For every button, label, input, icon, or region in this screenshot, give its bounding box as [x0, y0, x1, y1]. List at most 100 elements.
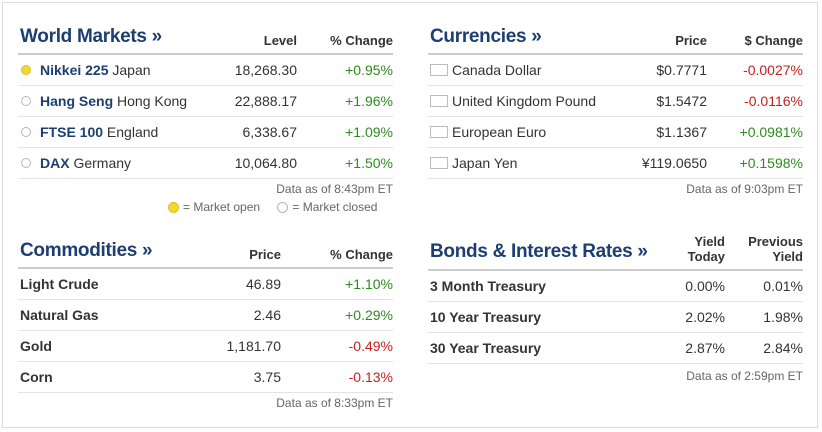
currency-change: +0.0981%: [739, 124, 803, 140]
legend-closed-label: = Market closed: [292, 200, 378, 214]
data-timestamp: Data as of 9:03pm ET: [686, 182, 803, 196]
market-closed-icon: [21, 158, 31, 168]
bonds-table: 3 Month Treasury 0.00% 0.01% 10 Year Tre…: [428, 271, 803, 364]
commodity-name[interactable]: Natural Gas: [20, 307, 99, 323]
table-row[interactable]: Nikkei 225 Japan 18,268.30 +0.95%: [18, 55, 393, 86]
market-closed-icon: [21, 127, 31, 137]
change-column-header: % Change: [330, 247, 393, 262]
legend-open-label: = Market open: [183, 200, 261, 214]
currencies-table: Canada Dollar $0.7771 -0.0027% United Ki…: [428, 55, 803, 179]
commodity-change: +0.29%: [345, 307, 393, 323]
bonds-header: Bonds & Interest Rates » Yield Today Pre…: [428, 234, 803, 271]
table-row[interactable]: DAX Germany 10,064.80 +1.50%: [18, 148, 393, 179]
commodities-panel: Commodities » Price % Change Light Crude…: [18, 235, 393, 410]
currency-name[interactable]: United Kingdom Pound: [452, 93, 596, 109]
market-open-icon: [168, 202, 179, 213]
commodities-title-link[interactable]: Commodities »: [20, 240, 153, 261]
table-row[interactable]: Light Crude 46.89 +1.10%: [18, 269, 393, 300]
world-markets-header: World Markets » Level % Change: [18, 21, 393, 55]
index-name[interactable]: Nikkei 225: [40, 62, 109, 78]
index-level: 18,268.30: [234, 62, 297, 78]
bond-name[interactable]: 30 Year Treasury: [430, 340, 542, 356]
data-timestamp: Data as of 8:33pm ET: [276, 396, 393, 410]
index-change: +1.50%: [345, 155, 393, 171]
currencies-header: Currencies » Price $ Change: [428, 21, 803, 55]
currency-change: -0.0116%: [744, 93, 803, 109]
world-markets-title-link[interactable]: World Markets »: [20, 26, 162, 47]
market-open-icon: [21, 65, 31, 75]
table-row[interactable]: 10 Year Treasury 2.02% 1.98%: [428, 302, 803, 333]
commodity-change: -0.49%: [348, 338, 393, 354]
index-change: +1.96%: [345, 93, 393, 109]
index-level: 6,338.67: [242, 124, 298, 140]
currencies-title-link[interactable]: Currencies »: [430, 26, 542, 47]
currency-price: ¥119.0650: [641, 155, 707, 171]
table-row[interactable]: United Kingdom Pound $1.5472 -0.0116%: [428, 86, 803, 117]
change-column-header: % Change: [330, 33, 393, 48]
commodity-price: 3.75: [253, 369, 281, 385]
table-row[interactable]: FTSE 100 England 6,338.67 +1.09%: [18, 117, 393, 148]
commodity-name[interactable]: Light Crude: [20, 276, 99, 292]
index-name[interactable]: DAX: [40, 155, 70, 171]
bond-yield: 2.87%: [685, 340, 725, 356]
commodity-name[interactable]: Gold: [20, 338, 52, 354]
price-column-header: Price: [675, 33, 707, 48]
table-row[interactable]: 30 Year Treasury 2.87% 2.84%: [428, 333, 803, 364]
bond-name[interactable]: 10 Year Treasury: [430, 309, 542, 325]
table-row[interactable]: Canada Dollar $0.7771 -0.0027%: [428, 55, 803, 86]
index-region: Hong Kong: [117, 93, 188, 109]
currency-change: +0.1598%: [739, 155, 803, 171]
level-column-header: Level: [263, 33, 297, 48]
data-timestamp: Data as of 8:43pm ET: [276, 182, 393, 196]
bond-name[interactable]: 3 Month Treasury: [430, 278, 546, 294]
table-row[interactable]: 3 Month Treasury 0.00% 0.01%: [428, 271, 803, 302]
table-row[interactable]: Natural Gas 2.46 +0.29%: [18, 300, 393, 331]
index-change: +1.09%: [345, 124, 393, 140]
world-markets-panel: World Markets » Level % Change Nikkei 22…: [18, 21, 393, 214]
change-column-header: $ Change: [744, 33, 803, 48]
currency-price: $1.5472: [656, 93, 707, 109]
uk-flag-icon: [430, 95, 448, 107]
bonds-panel: Bonds & Interest Rates » Yield Today Pre…: [428, 234, 803, 383]
commodity-name[interactable]: Corn: [20, 369, 53, 385]
canada-flag-icon: [430, 64, 448, 76]
index-region: England: [106, 124, 159, 140]
commodities-table: Light Crude 46.89 +1.10% Natural Gas 2.4…: [18, 269, 393, 393]
price-column-header: Price: [249, 247, 281, 262]
currency-price: $0.7771: [656, 62, 707, 78]
data-timestamp: Data as of 2:59pm ET: [686, 369, 803, 383]
world-markets-table: Nikkei 225 Japan 18,268.30 +0.95% Hang S…: [18, 55, 393, 179]
currency-name[interactable]: Canada Dollar: [452, 62, 542, 78]
index-region: Japan: [112, 62, 151, 78]
index-change: +0.95%: [345, 62, 393, 78]
bond-yield: 0.00%: [685, 278, 725, 294]
table-row[interactable]: Japan Yen ¥119.0650 +0.1598%: [428, 148, 803, 179]
index-name[interactable]: FTSE 100: [40, 124, 104, 140]
table-row[interactable]: European Euro $1.1367 +0.0981%: [428, 117, 803, 148]
commodities-header: Commodities » Price % Change: [18, 235, 393, 269]
commodity-change: -0.13%: [348, 369, 393, 385]
index-region: Germany: [73, 155, 132, 171]
bond-previous-yield: 2.84%: [763, 340, 803, 356]
bonds-title-link[interactable]: Bonds & Interest Rates »: [430, 241, 648, 262]
market-closed-icon: [21, 96, 31, 106]
commodity-price: 46.89: [245, 276, 281, 292]
currency-name[interactable]: Japan Yen: [452, 155, 518, 171]
table-row[interactable]: Gold 1,181.70 -0.49%: [18, 331, 393, 362]
currencies-panel: Currencies » Price $ Change Canada Dolla…: [428, 21, 803, 196]
currency-name[interactable]: European Euro: [452, 124, 547, 140]
currency-change: -0.0027%: [743, 62, 803, 78]
bond-previous-yield: 0.01%: [763, 278, 803, 294]
yield-today-column-header: Yield Today: [687, 234, 725, 264]
japan-flag-icon: [430, 157, 448, 169]
table-row[interactable]: Corn 3.75 -0.13%: [18, 362, 393, 393]
market-status-legend: = Market open = Market closed: [168, 200, 377, 214]
markets-widget: World Markets » Level % Change Nikkei 22…: [2, 2, 818, 428]
index-level: 10,064.80: [234, 155, 297, 171]
eu-flag-icon: [430, 126, 448, 138]
previous-yield-column-header: Previous Yield: [748, 234, 803, 264]
bond-yield: 2.02%: [685, 309, 725, 325]
index-name[interactable]: Hang Seng: [40, 93, 114, 109]
table-row[interactable]: Hang Seng Hong Kong 22,888.17 +1.96%: [18, 86, 393, 117]
commodity-change: +1.10%: [345, 276, 393, 292]
